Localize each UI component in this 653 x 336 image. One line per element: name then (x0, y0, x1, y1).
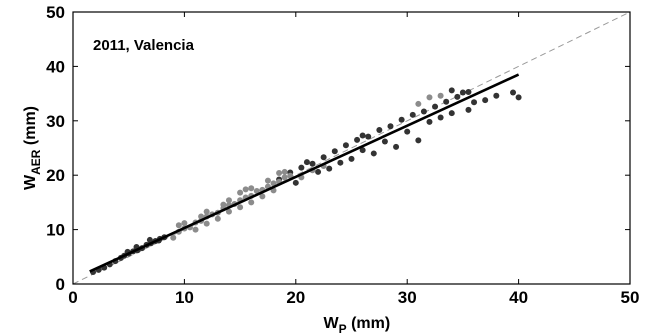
data-point-s0-42 (448, 110, 455, 117)
data-point-s1-25 (225, 208, 232, 215)
x-tick-label-50: 50 (621, 288, 640, 307)
data-point-s1-47 (437, 92, 444, 99)
data-point-s1-15 (253, 187, 260, 194)
x-axis-label-unit: (mm) (347, 315, 391, 332)
data-point-s0-34 (432, 103, 439, 110)
x-tick-label-30: 30 (398, 288, 417, 307)
data-point-s1-26 (237, 204, 244, 211)
data-point-s1-45 (415, 100, 422, 107)
data-point-s1-35 (281, 168, 288, 175)
data-point-s0-32 (409, 111, 416, 118)
data-point-s0-57 (348, 155, 355, 162)
data-point-s1-0 (170, 234, 177, 241)
data-point-s0-38 (359, 147, 366, 154)
chart-annotation: 2011, Valencia (93, 37, 195, 54)
data-point-s1-46 (426, 94, 433, 101)
data-point-s0-48 (448, 87, 455, 94)
data-point-s0-39 (381, 138, 388, 145)
data-point-s0-52 (370, 150, 377, 157)
data-point-s0-41 (426, 118, 433, 125)
data-point-s1-38 (198, 213, 205, 220)
data-point-s1-28 (259, 193, 266, 200)
data-point-s1-36 (242, 186, 249, 193)
data-point-s0-36 (454, 93, 461, 100)
data-point-s1-21 (287, 172, 294, 179)
data-point-s1-27 (248, 199, 255, 206)
y-tick-label-40: 40 (46, 57, 65, 76)
data-point-s1-39 (175, 222, 182, 229)
data-point-s1-41 (276, 170, 283, 177)
data-point-s0-47 (482, 97, 489, 104)
y-axis-label: WAER (mm) (22, 106, 43, 190)
data-point-s0-59 (465, 106, 472, 113)
data-point-s0-31 (398, 116, 405, 123)
data-point-s0-51 (415, 137, 422, 144)
y-tick-label-10: 10 (46, 221, 65, 240)
fit-line-layer (89, 73, 520, 273)
data-point-s0-60 (303, 159, 310, 166)
y-tick-label-0: 0 (56, 275, 65, 294)
data-point-s0-28 (365, 133, 372, 140)
data-point-s0-50 (393, 143, 400, 150)
data-point-s0-25 (331, 148, 338, 155)
x-axis-label-subscript: P (339, 322, 347, 336)
data-point-s0-45 (510, 89, 517, 96)
data-point-s0-33 (420, 108, 427, 115)
axes-layer: 0 10 20 30 40 50 0 10 20 30 40 50 (46, 3, 639, 307)
data-point-s0-29 (376, 127, 383, 134)
data-point-s0-40 (404, 128, 411, 135)
data-point-s1-40 (237, 189, 244, 196)
data-point-s0-49 (459, 89, 466, 96)
x-tick-label-0: 0 (68, 288, 77, 307)
regression-fit-line (89, 73, 520, 273)
data-point-s0-30 (387, 123, 394, 130)
data-point-s1-20 (281, 174, 288, 181)
y-axis-label-subscript: AER (29, 149, 43, 175)
data-point-s1-23 (203, 220, 210, 227)
y-axis-label-unit: (mm) (22, 106, 39, 150)
x-axis-label: WP (mm) (324, 315, 391, 336)
x-tick-label-40: 40 (509, 288, 528, 307)
y-tick-label-50: 50 (46, 3, 65, 22)
data-point-s0-35 (443, 98, 450, 105)
data-point-s1-24 (214, 215, 221, 222)
data-point-s1-32 (225, 197, 232, 204)
data-point-s0-54 (315, 168, 322, 175)
plot-frame (72, 11, 631, 285)
data-point-s0-43 (471, 99, 478, 106)
data-point-s1-18 (270, 180, 277, 187)
data-point-s0-61 (359, 132, 366, 139)
data-point-s1-22 (192, 226, 199, 233)
data-point-s0-22 (298, 164, 305, 171)
data-point-s0-37 (465, 88, 472, 95)
data-point-s0-24 (320, 154, 327, 161)
data-point-s1-34 (264, 177, 271, 184)
data-point-s1-30 (181, 220, 188, 227)
x-axis-label-main: W (324, 315, 340, 332)
y-tick-label-20: 20 (46, 166, 65, 185)
data-point-s0-27 (354, 136, 361, 143)
data-point-s0-58 (437, 114, 444, 121)
data-point-s0-56 (326, 165, 333, 172)
data-point-s1-33 (248, 185, 255, 192)
data-point-s0-18 (146, 236, 153, 243)
y-tick-label-30: 30 (46, 112, 65, 131)
data-point-s1-31 (203, 208, 210, 215)
data-point-s0-44 (493, 92, 500, 99)
data-point-s0-53 (337, 159, 344, 166)
data-point-s0-55 (292, 179, 299, 186)
data-point-s0-26 (342, 142, 349, 149)
y-axis-label-main: W (22, 174, 39, 190)
x-tick-label-10: 10 (175, 288, 194, 307)
data-point-s1-37 (220, 201, 227, 208)
data-points-layer (90, 87, 522, 276)
data-point-s0-46 (515, 94, 522, 101)
x-tick-label-20: 20 (286, 288, 305, 307)
data-point-s0-23 (309, 160, 316, 167)
